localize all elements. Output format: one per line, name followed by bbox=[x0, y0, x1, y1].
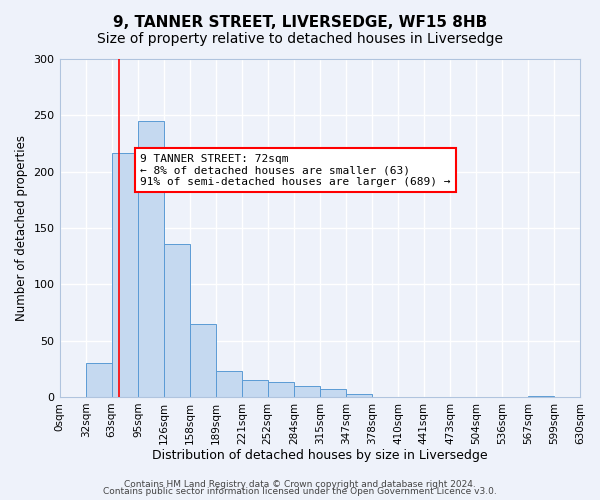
Bar bbox=[215, 371, 242, 397]
Bar bbox=[320, 389, 346, 397]
X-axis label: Distribution of detached houses by size in Liversedge: Distribution of detached houses by size … bbox=[152, 450, 488, 462]
Text: 9 TANNER STREET: 72sqm
← 8% of detached houses are smaller (63)
91% of semi-deta: 9 TANNER STREET: 72sqm ← 8% of detached … bbox=[140, 154, 451, 187]
Bar bbox=[294, 386, 320, 397]
Bar bbox=[268, 382, 294, 397]
Text: 9, TANNER STREET, LIVERSEDGE, WF15 8HB: 9, TANNER STREET, LIVERSEDGE, WF15 8HB bbox=[113, 15, 487, 30]
Y-axis label: Number of detached properties: Number of detached properties bbox=[15, 135, 28, 321]
Text: Size of property relative to detached houses in Liversedge: Size of property relative to detached ho… bbox=[97, 32, 503, 46]
Bar bbox=[164, 244, 190, 397]
Bar bbox=[112, 152, 138, 397]
Bar bbox=[190, 324, 215, 397]
Bar bbox=[242, 380, 268, 397]
Text: Contains public sector information licensed under the Open Government Licence v3: Contains public sector information licen… bbox=[103, 488, 497, 496]
Text: Contains HM Land Registry data © Crown copyright and database right 2024.: Contains HM Land Registry data © Crown c… bbox=[124, 480, 476, 489]
Bar bbox=[86, 363, 112, 397]
Bar bbox=[138, 121, 164, 397]
Bar bbox=[346, 394, 372, 397]
Bar bbox=[528, 396, 554, 397]
